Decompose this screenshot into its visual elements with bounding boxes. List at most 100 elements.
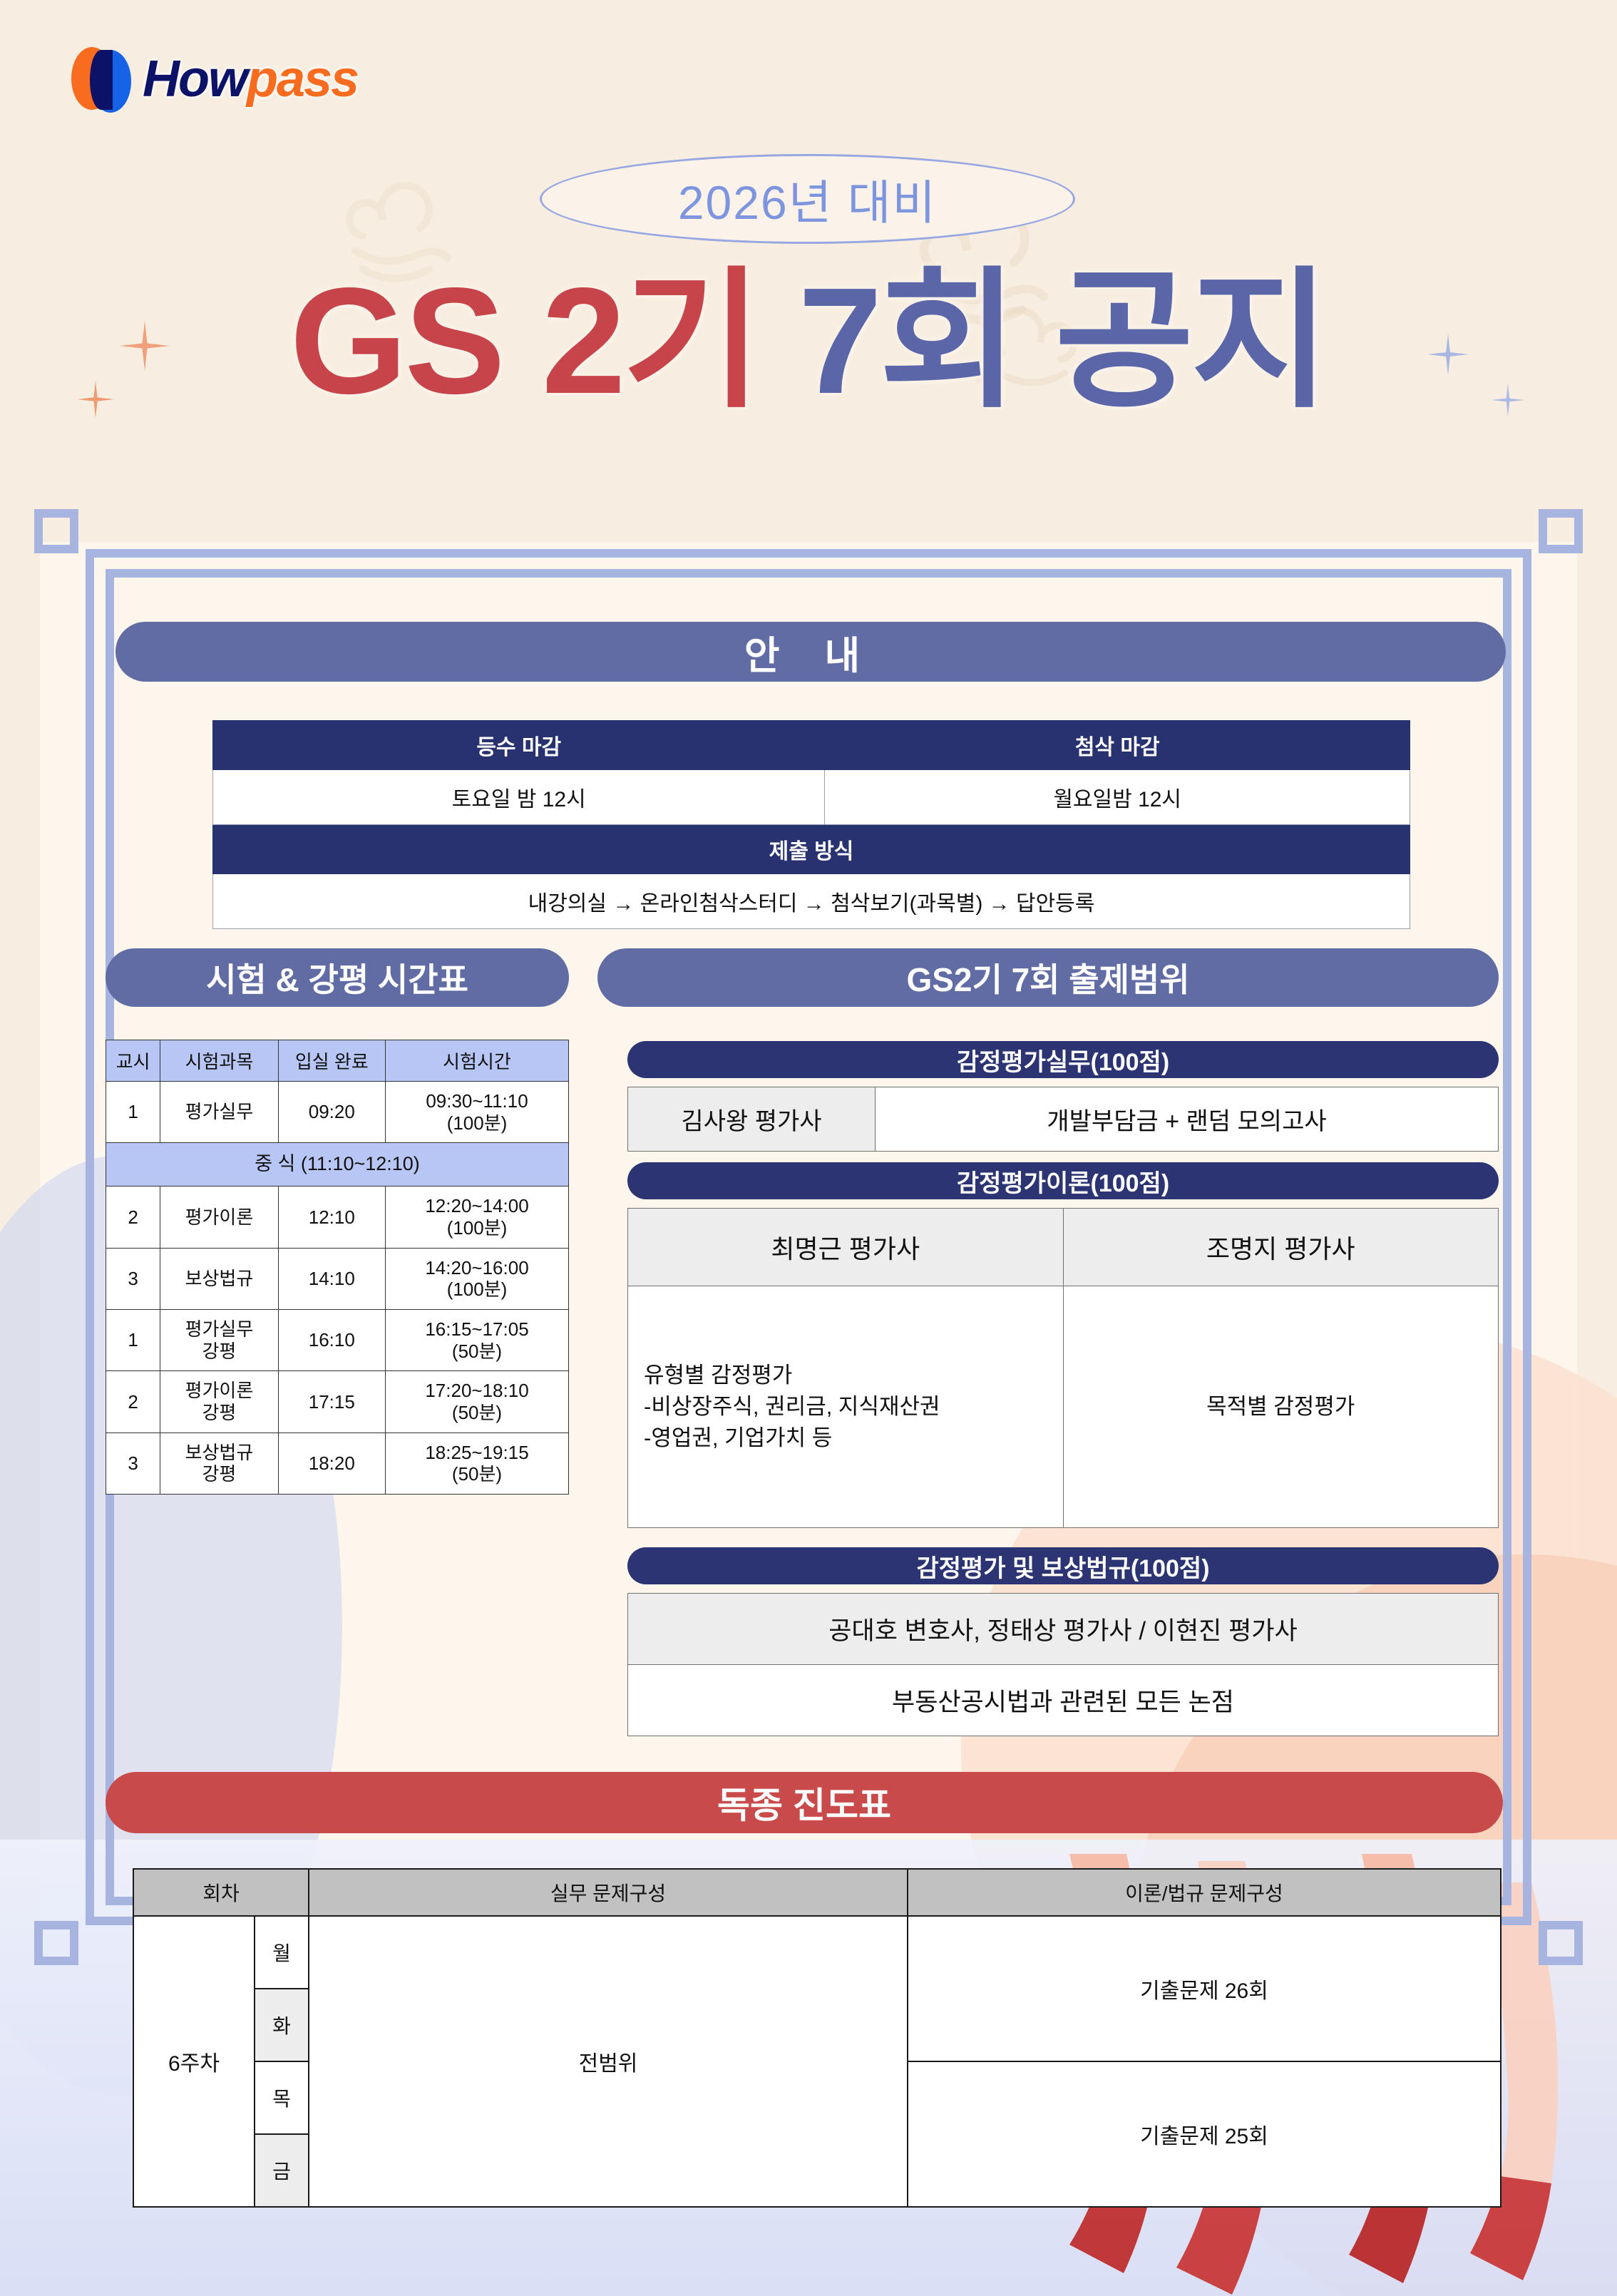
table-row: 최명근 평가사 조명지 평가사 (627, 1208, 1499, 1286)
timetable-period: 2 (105, 1186, 161, 1249)
timetable-time-range: 17:20~18:10 (425, 1380, 529, 1402)
timetable-time-range: 09:30~11:10 (426, 1090, 528, 1112)
table-row: 부동산공시법과 관련된 모든 논점 (627, 1664, 1499, 1736)
timetable-time-duration: (50분) (451, 1463, 503, 1485)
page-title-red-part: GS 2기 (289, 256, 762, 425)
subsection-banner-theory-label: 감정평가이론(100점) (956, 1169, 1170, 1197)
table-row: 금 (133, 2133, 1501, 2208)
timetable-time: 14:20~16:00 (100분) (385, 1247, 569, 1310)
info-header-submit-method: 제출 방식 (212, 824, 1410, 874)
timetable-header-period: 교시 (105, 1040, 161, 1082)
table-row: 김사왕 평가사 개발부담금 + 랜덤 모의고사 (627, 1087, 1499, 1152)
section-banner-progress: 독종 진도표 (106, 1772, 1503, 1833)
timetable-time: 09:30~11:10 (100분) (385, 1080, 569, 1144)
info-value-submit-method: 내강의실 → 온라인첨삭스터디 → 첨삭보기(과목별) → 답안등록 (212, 873, 1410, 929)
timetable-subject: 보상법규 강평 (160, 1432, 279, 1495)
timetable-enter: 16:10 (277, 1308, 386, 1372)
table-row: 3 보상법규 강평 18:20 18:25~19:15 (50분) (105, 1432, 569, 1495)
table-row: 6주차 월 전범위 기출문제 26회 (133, 1915, 1502, 2208)
timetable-time-range: 12:20~14:00 (425, 1195, 529, 1217)
section-banner-timetable-label: 시험 & 강평 시간표 (206, 961, 468, 998)
timetable-time: 12:20~14:00 (100분) (385, 1186, 569, 1249)
subsection-banner-practice: 감정평가실무(100점) (627, 1041, 1499, 1078)
timetable-time-duration: (100분) (446, 1112, 508, 1134)
year-badge-label: 2026년 대비 (677, 176, 938, 229)
page-title: GS 2기 7회 공지 (0, 265, 1617, 416)
practice-content: 개발부담금 + 랜덤 모의고사 (875, 1087, 1499, 1152)
table-row: 유형별 감정평가 -비상장주식, 권리금, 지식재산권 -영업권, 기업가치 등… (627, 1286, 1499, 1528)
table-row: 제출 방식 (212, 824, 1410, 874)
timetable-time-range: 16:15~17:05 (425, 1318, 529, 1340)
law-scope-table: 공대호 변호사, 정태상 평가사 / 이현진 평가사 부동산공시법과 관련된 모… (627, 1593, 1499, 1736)
theory-scope-table: 최명근 평가사 조명지 평가사 유형별 감정평가 -비상장주식, 권리금, 지식… (627, 1208, 1499, 1528)
timetable-period: 1 (105, 1080, 161, 1144)
frame-corner-bottom-right (1517, 1900, 1583, 1965)
timetable-enter: 09:20 (277, 1080, 386, 1144)
progress-header-theory: 이론/법규 문제구성 (907, 1868, 1502, 1917)
frame-corner-top-right (1517, 509, 1583, 575)
table-row: 회차 실무 문제구성 이론/법규 문제구성 (133, 1868, 1502, 1917)
timetable-period: 3 (105, 1432, 161, 1495)
brand-logo-text: Howpass (143, 50, 359, 108)
timetable-subject: 평가실무 (160, 1080, 279, 1144)
timetable-enter: 17:15 (277, 1370, 386, 1433)
timetable-enter: 12:10 (277, 1186, 386, 1249)
timetable-header-enter: 입실 완료 (277, 1040, 386, 1082)
timetable-time-duration: (50분) (451, 1401, 503, 1423)
timetable-period: 2 (105, 1370, 161, 1433)
progress-header-practice: 실무 문제구성 (308, 1868, 908, 1917)
table-row: 공대호 변호사, 정태상 평가사 / 이현진 평가사 (627, 1593, 1499, 1665)
info-header-rank-deadline: 등수 마감 (212, 720, 826, 770)
timetable-time: 18:25~19:15 (50분) (385, 1432, 569, 1495)
frame-corner-top-left (34, 509, 100, 575)
table-row: 토요일 밤 12시 월요일밤 12시 (212, 769, 1410, 825)
brand-logo-text-pass: pass (246, 51, 359, 108)
section-banner-info: 안 내 (115, 622, 1506, 682)
progress-day-mon: 월 (254, 1915, 309, 1989)
practice-scope-table: 김사왕 평가사 개발부담금 + 랜덤 모의고사 (627, 1087, 1499, 1152)
timetable: 교시 시험과목 입실 완료 시험시간 1 평가실무 09:20 09:30~11… (105, 1040, 569, 1495)
subsection-banner-law: 감정평가 및 보상법규(100점) (627, 1547, 1499, 1584)
table-row: 1 평가실무 09:20 09:30~11:10 (100분) (105, 1080, 569, 1144)
progress-table: 회차 실무 문제구성 이론/법규 문제구성 6주차 월 전범위 기출문제 26회… (133, 1868, 1502, 2208)
section-banner-timetable: 시험 & 강평 시간표 (106, 948, 569, 1007)
progress-day-fri: 금 (254, 2133, 309, 2208)
timetable-time-range: 14:20~16:00 (425, 1256, 529, 1278)
info-table: 등수 마감 첨삭 마감 토요일 밤 12시 월요일밤 12시 제출 방식 내강의… (212, 720, 1410, 929)
brand-logo-text-how: How (143, 51, 248, 108)
timetable-subject: 평가실무 강평 (160, 1308, 279, 1372)
year-badge: 2026년 대비 (540, 154, 1075, 244)
info-value-rank-deadline: 토요일 밤 12시 (212, 769, 826, 825)
theory-content-1: 유형별 감정평가 -비상장주식, 권리금, 지식재산권 -영업권, 기업가치 등 (627, 1286, 1064, 1528)
theory-content-2: 목적별 감정평가 (1062, 1286, 1499, 1528)
timetable-time-duration: (100분) (446, 1278, 508, 1301)
table-row: 2 평가이론 12:10 12:20~14:00 (100분) (105, 1186, 569, 1249)
page-title-blue-part: 7회 공지 (798, 256, 1330, 425)
timetable-header-subject: 시험과목 (160, 1040, 279, 1082)
info-header-feedback-deadline: 첨삭 마감 (824, 720, 1410, 770)
timetable-time: 16:15~17:05 (50분) (385, 1308, 569, 1372)
timetable-subject: 보상법규 (160, 1247, 279, 1310)
section-banner-scope-label: GS2기 7회 출제범위 (906, 961, 1190, 998)
timetable-period: 1 (105, 1308, 161, 1372)
law-instructors: 공대호 변호사, 정태상 평가사 / 이현진 평가사 (627, 1593, 1499, 1665)
progress-week: 6주차 (133, 1915, 255, 2208)
subsection-banner-theory: 감정평가이론(100점) (627, 1162, 1499, 1199)
timetable-time: 17:20~18:10 (50분) (385, 1370, 569, 1433)
section-banner-scope: GS2기 7회 출제범위 (597, 948, 1499, 1007)
timetable-period: 3 (105, 1247, 161, 1310)
timetable-enter: 14:10 (277, 1247, 386, 1310)
timetable-subject: 평가이론 (160, 1186, 279, 1249)
subsection-banner-practice-label: 감정평가실무(100점) (956, 1048, 1170, 1076)
timetable-header-time: 시험시간 (385, 1040, 569, 1082)
timetable-subject: 평가이론 강평 (160, 1370, 279, 1433)
table-row: 목 기출문제 25회 (133, 2061, 1502, 2208)
howpass-logo-mark-icon (71, 44, 133, 114)
table-row: 교시 시험과목 입실 완료 시험시간 (105, 1040, 569, 1082)
frame-corner-bottom-left (34, 1900, 100, 1965)
law-content: 부동산공시법과 관련된 모든 논점 (627, 1664, 1499, 1736)
timetable-lunch-row: 중 식 (11:10~12:10) (106, 1142, 569, 1187)
timetable-time-duration: (50분) (451, 1340, 503, 1362)
brand-logo[interactable]: Howpass (71, 44, 359, 114)
table-row: 3 보상법규 14:10 14:20~16:00 (100분) (105, 1247, 569, 1310)
